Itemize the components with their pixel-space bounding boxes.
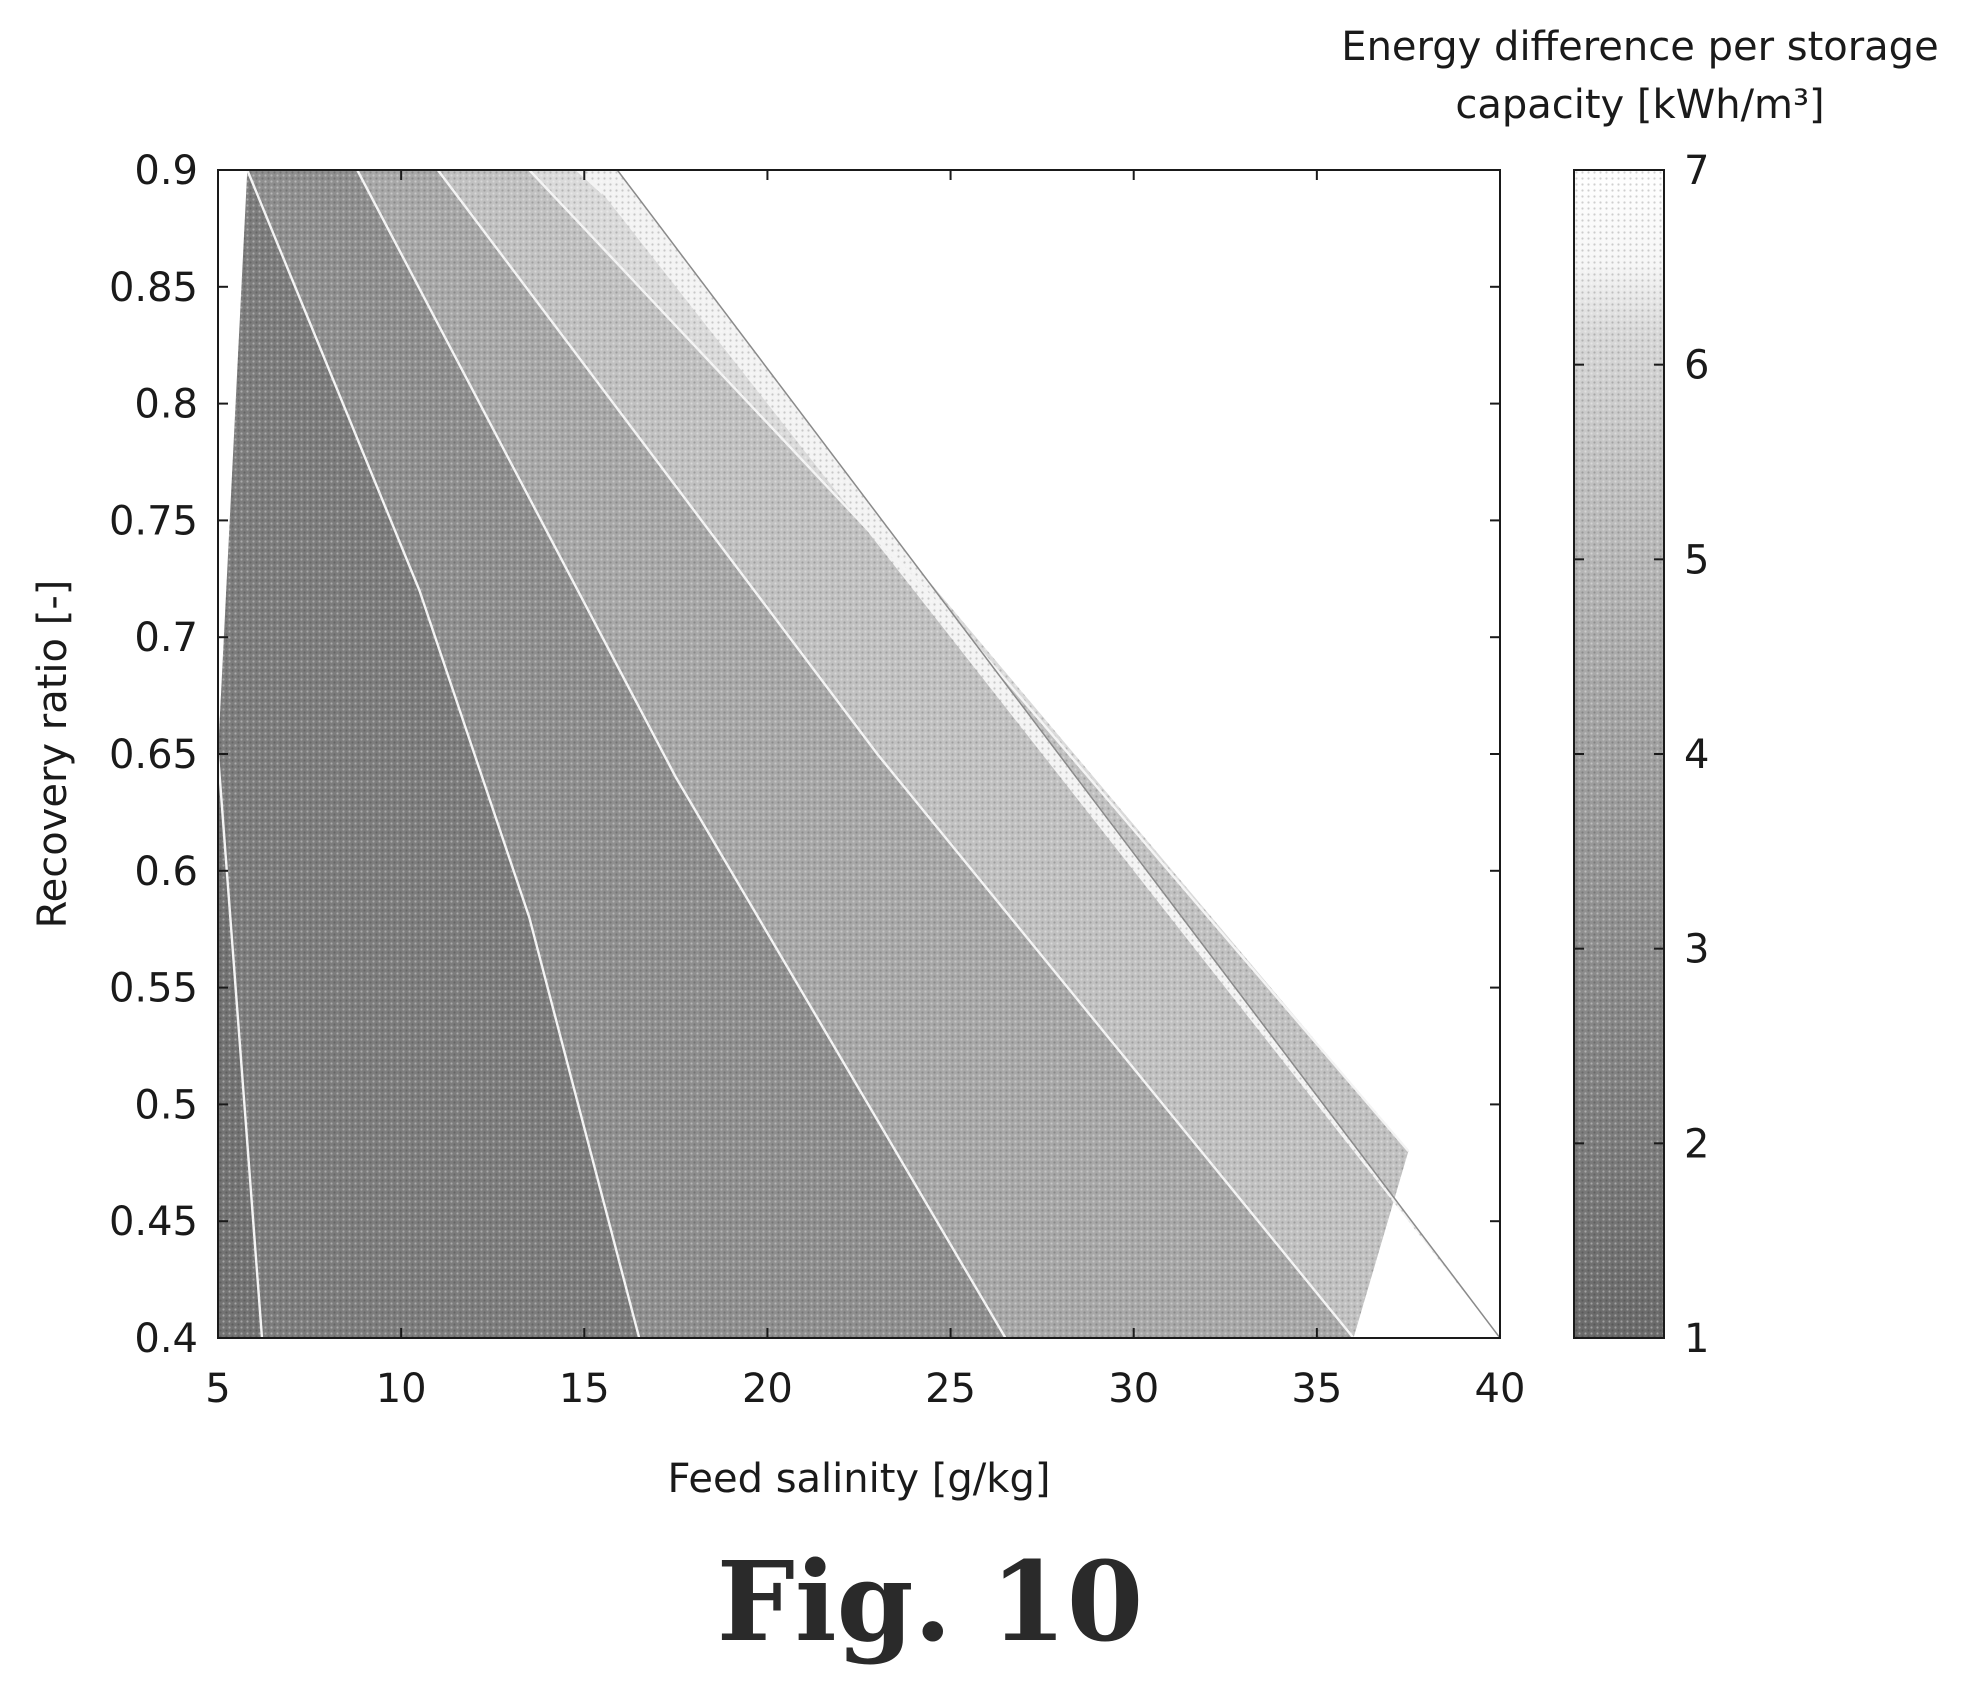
colorbar-tick-label: 7: [1684, 148, 1709, 194]
x-tick-label: 35: [1291, 1366, 1342, 1412]
y-axis-ticks: 0.9 0.85 0.8 0.75 0.7 0.65 0.6 0.55 0.5 0.45 0.4: [109, 148, 1500, 1362]
contour-line: [246, 170, 641, 1338]
contour-line: [576, 170, 604, 195]
colorbar-tick-label: 2: [1684, 1121, 1709, 1167]
y-tick-label: 0.65: [109, 732, 198, 778]
x-tick-label: 15: [559, 1366, 610, 1412]
x-tick-label: 5: [205, 1366, 230, 1412]
y-tick-label: 0.55: [109, 966, 198, 1012]
y-tick-label: 0.8: [134, 382, 198, 428]
colorbar-ticks: 7 6 5 4 3 2 1: [1574, 148, 1709, 1362]
contour-lines: [218, 170, 1500, 1338]
contour-band-texture: [437, 170, 1409, 1338]
colorbar-tick-label: 6: [1684, 343, 1709, 389]
y-tick-label: 0.9: [134, 148, 198, 194]
feasibility-boundary: [616, 170, 1500, 1338]
contour-band-texture: [357, 170, 1354, 1338]
colorbar-tick-label: 3: [1684, 927, 1709, 973]
contour-line: [436, 170, 1355, 1338]
y-tick-label: 0.85: [109, 265, 198, 311]
colorbar: 7 6 5 4 3 2 1 Energy difference per storage ca…: [1341, 24, 1938, 1362]
x-axis-ticks: 5 10 15 20 25 30 35 40: [205, 170, 1525, 1412]
plot-area: [217, 169, 1501, 1339]
contour-line: [218, 753, 264, 1338]
y-tick-label: 0.75: [109, 498, 198, 544]
y-tick-label: 0.4: [134, 1316, 198, 1362]
x-tick-label: 20: [742, 1366, 793, 1412]
y-tick-label: 0.6: [134, 849, 198, 895]
colorbar-texture: [1574, 170, 1664, 1338]
x-tick-label: 40: [1475, 1366, 1526, 1412]
contour-bands: [218, 170, 1500, 1338]
colorbar-tick-label: 1: [1684, 1316, 1709, 1362]
y-tick-label: 0.5: [134, 1082, 198, 1128]
contour-band-texture: [218, 170, 262, 1338]
contour-line: [356, 170, 1007, 1338]
contour-band-texture: [247, 170, 1006, 1338]
y-tick-label: 0.7: [134, 615, 198, 661]
y-axis-label: Recovery ratio [-]: [30, 580, 76, 929]
contour-line: [528, 170, 1410, 1152]
colorbar-tick-label: 5: [1684, 537, 1709, 583]
y-tick-label: 0.45: [109, 1199, 198, 1245]
contour-band-texture: [218, 170, 640, 1338]
colorbar-title-line1: Energy difference per storage: [1341, 24, 1938, 70]
x-tick-label: 30: [1108, 1366, 1159, 1412]
colorbar-title-line2: capacity [kWh/m³]: [1455, 82, 1824, 128]
figure-label: Fig. 10: [717, 1537, 1143, 1666]
colorbar-tick-label: 4: [1684, 732, 1709, 778]
x-tick-label: 10: [376, 1366, 427, 1412]
x-axis-label: Feed salinity [g/kg]: [668, 1456, 1051, 1502]
x-tick-label: 25: [925, 1366, 976, 1412]
